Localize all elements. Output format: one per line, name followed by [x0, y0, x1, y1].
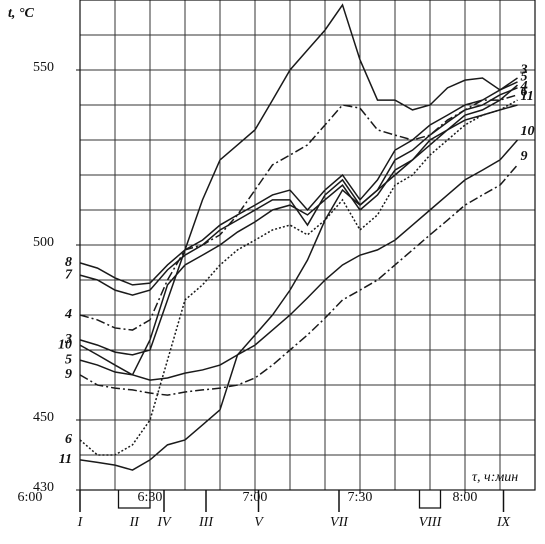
series-label: 5	[65, 352, 72, 367]
x-start-label: 6:00	[18, 490, 43, 505]
x-tick-label: 7:30	[348, 490, 373, 505]
event-label: III	[198, 515, 214, 530]
y-tick-label: 500	[33, 235, 54, 250]
series-line	[79, 81, 518, 286]
series-label: 5	[521, 69, 528, 84]
series-label: 11	[59, 452, 72, 467]
series-line	[79, 104, 518, 471]
event-bracket	[117, 490, 151, 509]
series-line	[79, 99, 518, 456]
x-axis-label: τ, ч:мин	[472, 470, 518, 485]
series-label: 6	[521, 84, 528, 99]
series-line	[79, 164, 519, 396]
event-label: VIII	[419, 515, 443, 530]
x-tick-label: 8:00	[453, 490, 478, 505]
series-line	[79, 87, 518, 296]
y-tick-label: 450	[33, 410, 54, 425]
event-label: IV	[156, 515, 172, 530]
y-tick-label: 430	[33, 480, 54, 495]
series-line	[79, 94, 518, 331]
y-tick-label: 550	[33, 60, 54, 75]
series-label: 9	[521, 149, 528, 164]
series-label: 8	[65, 255, 72, 270]
series-label: 3	[520, 62, 528, 77]
event-label: I	[77, 515, 84, 530]
series-label: 9	[65, 367, 72, 382]
series-label: 6	[65, 432, 72, 447]
event-label: VII	[330, 515, 349, 530]
plot-frame	[79, 0, 536, 491]
series-label: 3	[64, 332, 72, 347]
event-label: IX	[496, 515, 511, 530]
series-label: 4	[64, 307, 72, 322]
event-label: II	[129, 515, 141, 530]
x-tick-label: 7:00	[243, 490, 268, 505]
series-line	[79, 3, 518, 356]
series-label: 7	[65, 267, 73, 282]
series-line	[79, 139, 519, 381]
event-label: V	[254, 515, 264, 530]
y-axis-label: t, °C	[8, 6, 34, 21]
event-bracket	[418, 490, 442, 509]
series-label: 10	[58, 337, 72, 352]
series-label: 4	[520, 79, 528, 94]
series-label: 10	[521, 124, 535, 139]
series-label: 11	[521, 89, 534, 104]
